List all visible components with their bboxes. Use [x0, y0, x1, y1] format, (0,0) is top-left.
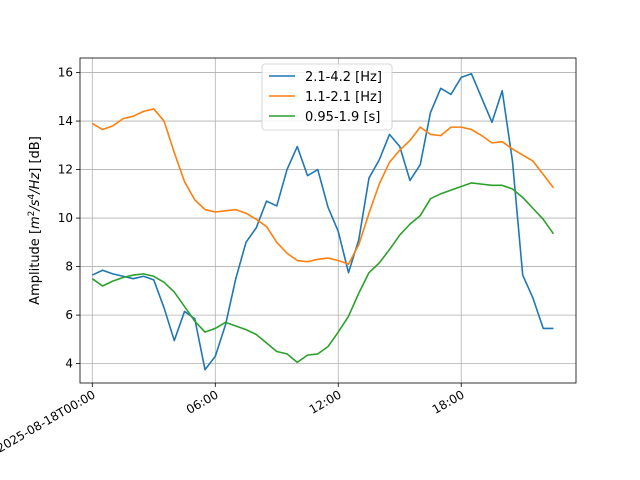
- y-tick-label: 12: [58, 163, 73, 177]
- y-tick-label: 8: [65, 260, 73, 274]
- x-tick-label: 06:00: [184, 387, 221, 416]
- series-line-2: [91, 182, 555, 364]
- x-tick-label: 18:00: [430, 387, 467, 416]
- series-line-0: [91, 72, 554, 371]
- y-tick-label: 4: [65, 357, 73, 371]
- legend-label-0: 2.1-4.2 [Hz]: [305, 70, 382, 85]
- plot-frame: [79, 57, 577, 384]
- legend: 2.1-4.2 [Hz] 1.1-2.1 [Hz] 0.95-1.9 [s]: [261, 63, 393, 131]
- y-tick-label: 16: [58, 66, 73, 80]
- x-axis-ticks: 2025-08-18T00:00 06:00 12:00 18:00: [0, 383, 467, 455]
- x-tick-label: 2025-08-18T00:00: [0, 387, 98, 455]
- series-lines: [91, 72, 555, 371]
- y-axis-ticks: 4 6 8 10 12 14 16: [58, 66, 80, 371]
- series-line-1: [91, 108, 555, 265]
- legend-box: [261, 63, 393, 131]
- legend-label-1: 1.1-2.1 [Hz]: [305, 90, 382, 105]
- y-tick-label: 10: [58, 211, 73, 225]
- y-tick-label: 6: [65, 308, 73, 322]
- y-axis-label: Amplitude [m2/s4/Hz] [dB]: [27, 136, 43, 305]
- legend-label-2: 0.95-1.9 [s]: [305, 110, 380, 125]
- x-tick-label: 12:00: [307, 387, 344, 416]
- y-tick-label: 14: [58, 114, 73, 128]
